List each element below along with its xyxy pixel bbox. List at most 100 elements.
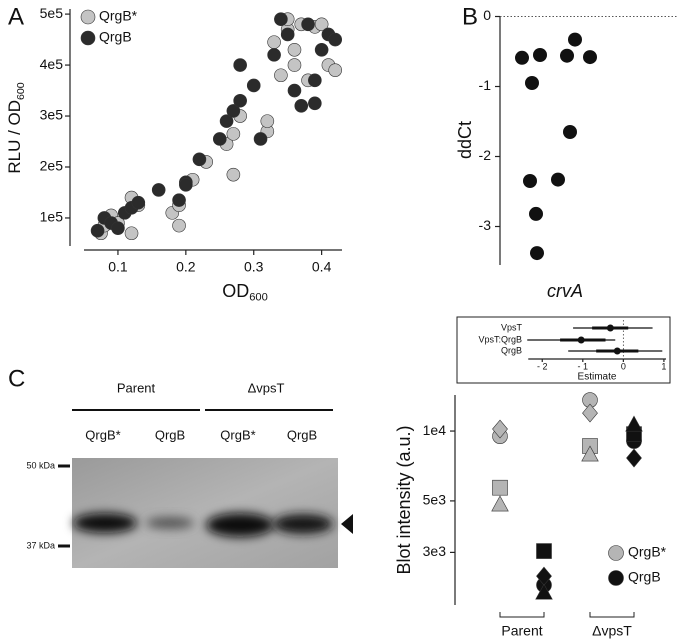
point <box>328 32 343 47</box>
y-tick-label: 2e5 <box>40 158 64 174</box>
point <box>267 35 281 49</box>
point <box>280 27 295 42</box>
y-axis-label: Blot intensity (a.u.) <box>394 425 414 574</box>
blot-band <box>146 517 194 529</box>
estimate <box>606 324 614 332</box>
point <box>581 445 599 462</box>
point <box>533 48 547 62</box>
estimate <box>613 347 621 355</box>
axis-label-main: OD <box>222 281 249 301</box>
category-label: crvA <box>547 281 583 301</box>
point <box>308 96 322 111</box>
axis-label-main: RLU / OD <box>5 100 24 174</box>
y-tick-label: 4e5 <box>40 56 64 72</box>
legend-marker <box>80 30 96 46</box>
estimate <box>577 336 585 344</box>
blot-panel: C Parent ΔvpsT QrgB* QrgB QrgB* QrgB 50 … <box>8 316 671 568</box>
point <box>536 543 552 559</box>
point <box>274 68 288 83</box>
lane-label: QrgB <box>287 427 317 442</box>
point <box>246 78 261 93</box>
lane-label: QrgB* <box>220 427 255 442</box>
point <box>583 50 597 65</box>
axis-label-sub: 600 <box>15 82 27 100</box>
legend-label: QrgB* <box>628 544 667 560</box>
row-label: VpsT:QrgB <box>478 334 522 344</box>
point <box>179 178 193 192</box>
point <box>287 58 302 72</box>
point <box>308 73 322 88</box>
blot-band <box>73 513 137 533</box>
blot-band <box>206 513 274 537</box>
x-tick-label: 0.1 <box>108 259 128 275</box>
legend-marker <box>80 9 96 25</box>
point <box>226 104 241 118</box>
blot-image <box>72 458 338 568</box>
marker-label: 37 kDa <box>26 540 55 550</box>
point <box>529 206 543 221</box>
axis-label-sub: 600 <box>249 291 268 303</box>
point <box>492 419 508 439</box>
legend-label: QrgB <box>99 29 132 45</box>
point <box>551 172 565 187</box>
point <box>328 63 343 77</box>
point <box>267 48 281 62</box>
point <box>226 167 241 182</box>
point <box>111 221 125 235</box>
y-tick-label: 5e5 <box>40 5 64 21</box>
y-tick-label: 3e3 <box>423 543 447 559</box>
x-tick-label: - 2 <box>537 361 548 371</box>
point <box>287 42 302 57</box>
point <box>301 17 315 32</box>
group-label: ΔvpsT <box>248 380 285 395</box>
point <box>523 174 537 188</box>
panel-letter: A <box>8 3 24 30</box>
point <box>568 32 582 47</box>
point <box>626 448 642 468</box>
point <box>233 58 247 72</box>
x-tick-label: 1 <box>661 361 666 371</box>
point <box>212 132 227 146</box>
x-tick-label: ΔvpsT <box>592 623 632 639</box>
point <box>314 17 329 32</box>
y-tick-label: 3e5 <box>40 107 64 123</box>
x-tick-label: 0.3 <box>244 259 264 275</box>
group-bracket <box>589 612 635 618</box>
point <box>260 114 275 128</box>
x-axis-label: Estimate <box>578 372 617 383</box>
point <box>535 583 553 600</box>
marker-label: 50 kDa <box>26 460 55 470</box>
point <box>515 50 529 65</box>
point <box>172 193 186 207</box>
legend-label: QrgB <box>628 569 661 585</box>
y-tick-label: 0 <box>483 7 491 23</box>
x-tick-label: 0.2 <box>176 259 196 275</box>
y-tick-label: 5e3 <box>423 492 447 508</box>
point <box>172 218 186 233</box>
point <box>294 99 309 113</box>
point <box>226 127 241 141</box>
x-tick-label: 0.4 <box>312 259 332 275</box>
lane-label: QrgB* <box>85 427 120 442</box>
y-tick-label: -2 <box>479 147 492 163</box>
panel-letter: C <box>8 365 25 392</box>
lane-label: QrgB <box>155 427 185 442</box>
point <box>560 48 574 63</box>
point <box>625 415 643 432</box>
y-axis-label: ddCt <box>455 121 475 159</box>
group-label: Parent <box>117 380 156 395</box>
row-label: QrgB <box>501 345 522 355</box>
point <box>582 403 598 423</box>
point <box>287 83 302 98</box>
point <box>131 195 146 210</box>
point <box>314 42 329 57</box>
x-tick-label: Parent <box>501 623 542 639</box>
legend-marker <box>608 545 624 561</box>
point <box>233 93 247 108</box>
axis-label: RLU / OD600 <box>5 82 26 173</box>
y-tick-label: 1e5 <box>40 209 64 225</box>
group-bracket <box>499 612 545 618</box>
point <box>525 76 539 90</box>
x-tick-label: - 1 <box>578 361 589 371</box>
